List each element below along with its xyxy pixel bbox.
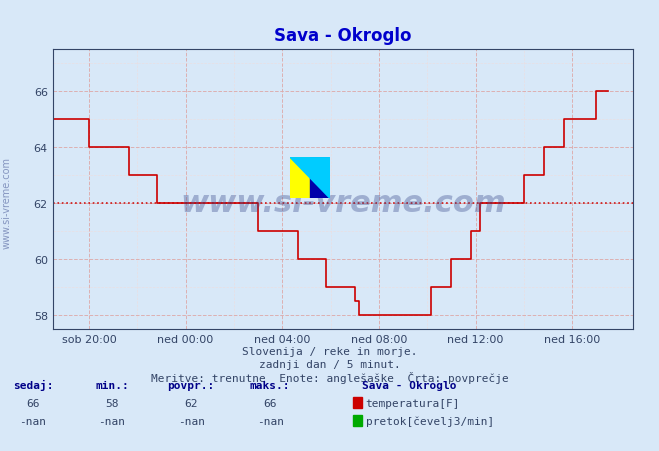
Title: Sava - Okroglo: Sava - Okroglo [274,28,411,45]
Bar [290,158,310,198]
Text: 66: 66 [26,398,40,408]
Text: sedaj:: sedaj: [13,379,53,390]
Text: temperatura[F]: temperatura[F] [366,398,460,408]
Polygon shape [290,158,330,198]
Text: pretok[čevelj3/min]: pretok[čevelj3/min] [366,415,494,426]
Bar [310,158,330,198]
Text: -nan: -nan [99,416,125,426]
Text: -nan: -nan [178,416,204,426]
Text: www.si-vreme.com: www.si-vreme.com [180,189,505,218]
Text: www.si-vreme.com: www.si-vreme.com [1,157,12,249]
Text: 58: 58 [105,398,119,408]
Text: zadnji dan / 5 minut.: zadnji dan / 5 minut. [258,359,401,369]
Text: 62: 62 [185,398,198,408]
Text: maks.:: maks.: [250,380,291,390]
Text: Sava - Okroglo: Sava - Okroglo [362,380,457,390]
Text: -nan: -nan [20,416,46,426]
Text: min.:: min.: [95,380,129,390]
Text: Slovenija / reke in morje.: Slovenija / reke in morje. [242,346,417,356]
Text: povpr.:: povpr.: [167,380,215,390]
Text: 66: 66 [264,398,277,408]
Text: Meritve: trenutne  Enote: anglešaške  Črta: povprečje: Meritve: trenutne Enote: anglešaške Črta… [151,371,508,383]
Text: -nan: -nan [257,416,283,426]
